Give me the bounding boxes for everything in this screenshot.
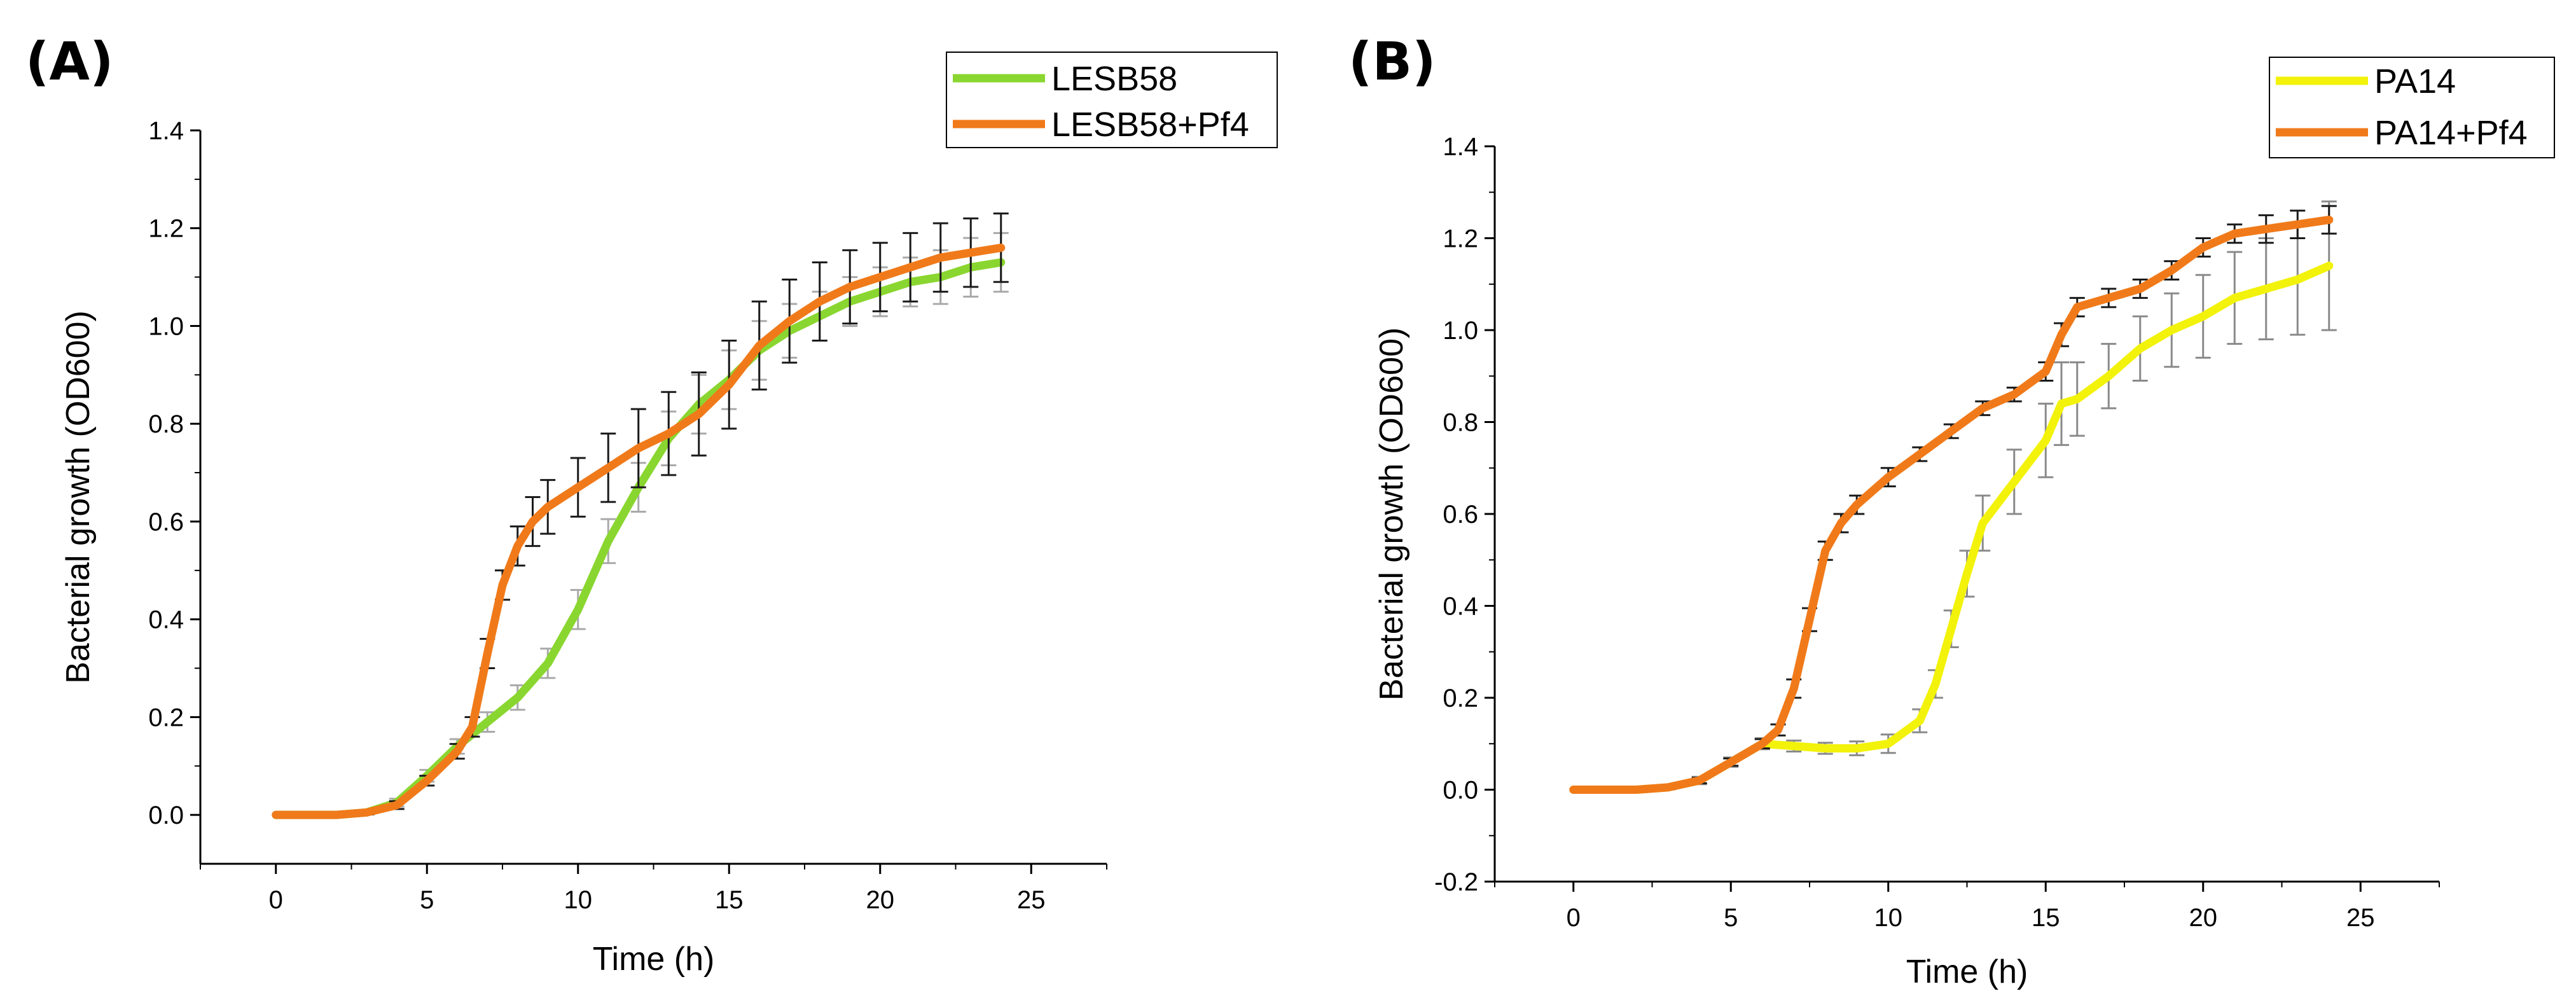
y-tick-label: 1.4 [148,117,184,145]
series-line [272,244,1006,819]
x-tick-label: 25 [1017,886,1046,914]
y-tick-label: 0.8 [1443,409,1478,437]
x-tick-label: 15 [715,886,744,914]
series-line [1569,261,2334,794]
x-tick-label: 20 [866,886,895,914]
y-tick-label: 0.8 [148,410,184,438]
legend: LESB58 LESB58+Pf4 [946,52,1278,148]
y-tick-label: 0.2 [1443,684,1478,712]
y-axis-title: Bacterial growth (OD600) [1373,328,1410,701]
y-axis-title: Bacterial growth (OD600) [60,310,97,684]
y-tick-label: 0.0 [1443,777,1478,805]
y-tick-label: 1.0 [1443,317,1478,345]
y-tick-label: 0.4 [148,606,184,634]
x-tick-label: 15 [2032,904,2060,932]
y-tick-label: 1.2 [148,215,184,243]
series-line [272,258,1006,819]
legend-label: LESB58 [1051,60,1177,98]
x-tick-label: 0 [269,886,283,914]
panel-label: (B) [1348,32,1436,92]
legend: PA14 PA14+Pf4 [2269,57,2555,158]
y-tick-label: 1.0 [148,312,184,340]
legend-box [946,52,1278,148]
x-tick-label: 0 [1567,904,1581,932]
series-1 [1569,200,2337,794]
legend-label: LESB58+Pf4 [1051,106,1249,144]
y-tick-label: 0.6 [148,508,184,536]
series-2 [1569,205,2337,794]
chart-panel-1: (A) 0.0 0.2 0.4 0.6 0.8 1.0 1.2 1.4 0 5 10 15 20 25 Bac… [25,32,1278,978]
legend-label: PA14 [2374,62,2456,100]
x-tick-label: 10 [1874,904,1903,932]
y-tick-label: 0.0 [148,801,184,829]
legend-box [2269,57,2555,158]
series-line [1569,216,2334,794]
series-2 [272,212,1009,819]
x-tick-label: 25 [2346,904,2375,932]
x-tick-label: 20 [2189,904,2218,932]
y-tick-label: 1.2 [1443,225,1478,253]
series-1 [272,232,1009,819]
y-tick-label: 1.4 [1443,133,1478,161]
x-tick-label: 5 [1724,904,1738,932]
y-tick-label: 0.4 [1443,593,1478,621]
y-tick-label: 0.2 [148,703,184,731]
x-tick-label: 5 [420,886,434,914]
y-tick-label: -0.2 [1434,868,1478,896]
legend-label: PA14+Pf4 [2374,114,2528,152]
chart-panel-2: (B) -0.2 0.0 0.2 0.4 0.6 0.8 1.0 1.2 1.4 0 5 10 15 20 2… [1348,32,2555,990]
x-axis-title: Time (h) [1906,953,2028,990]
panel-label: (A) [25,32,113,92]
y-tick-label: 0.6 [1443,501,1478,529]
x-tick-label: 10 [564,886,593,914]
x-axis-title: Time (h) [593,941,715,978]
